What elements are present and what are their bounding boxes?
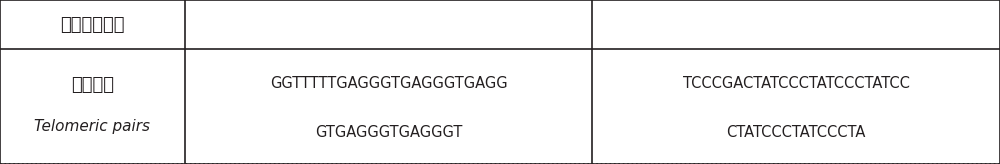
Text: CTATCCCTATCCCTA: CTATCCCTATCCCTA — [726, 125, 866, 140]
Text: （内参基因）: （内参基因） — [60, 16, 125, 34]
Text: GTGAGGGTGAGGGT: GTGAGGGTGAGGGT — [315, 125, 462, 140]
Text: 端粒基因: 端粒基因 — [71, 76, 114, 94]
Text: GGTTTTTGAGGGTGAGGGTGAGG: GGTTTTTGAGGGTGAGGGTGAGG — [270, 76, 507, 91]
Text: Telomeric pairs: Telomeric pairs — [34, 119, 150, 134]
Text: TCCCGACTATCCCTATCCCTATCC: TCCCGACTATCCCTATCCCTATCC — [683, 76, 909, 91]
